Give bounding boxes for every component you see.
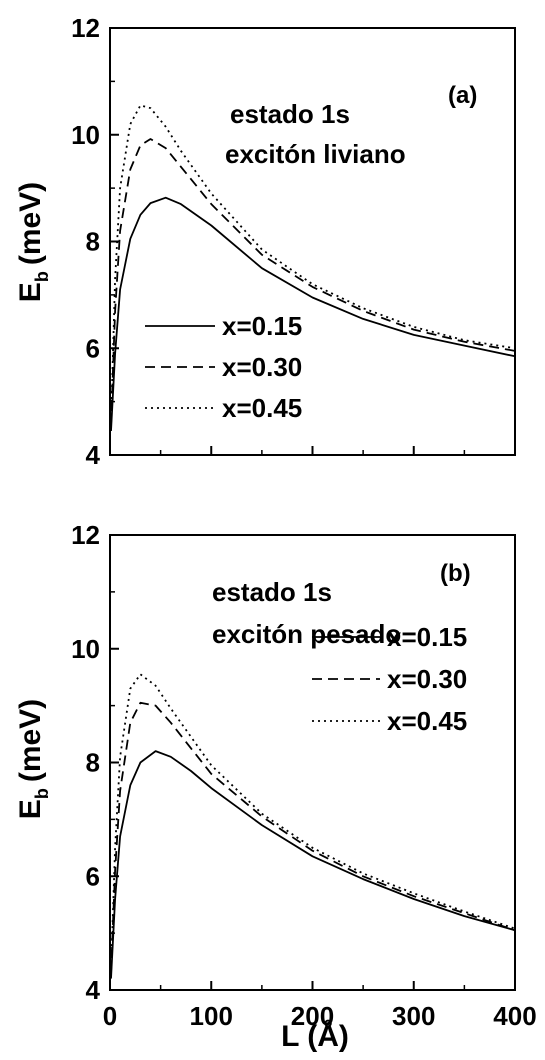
- legend-label-b-2: x=0.30: [387, 664, 467, 694]
- legend-label-a-1: x=0.15: [222, 311, 302, 341]
- panel-label-b: (b): [440, 560, 471, 587]
- y-axis-label-a: Eb (meV): [14, 182, 52, 302]
- y-axis-label-sub-a: b: [32, 271, 52, 282]
- x-tick-label-b: 300: [392, 1001, 435, 1031]
- x-tick-label-b: 0: [103, 1001, 117, 1031]
- x-tick-label-b: 100: [190, 1001, 233, 1031]
- annotation-line-2-a: excitón liviano: [225, 139, 406, 169]
- y-axis-label-unit-b: (meV): [14, 699, 47, 782]
- panel-b: (b) estado 1s excitón pesado Eb (meV) L (…: [14, 560, 471, 1053]
- legend-label-b-3: x=0.45: [387, 706, 467, 736]
- series-line-a-2: [110, 138, 516, 426]
- y-axis-label-main-a: E: [14, 282, 47, 302]
- series-line-a-3: [110, 104, 516, 424]
- y-tick-label-a: 4: [86, 440, 101, 470]
- panel-a: (a) estado 1s excitón liviano Eb (meV): [14, 82, 477, 302]
- y-axis-label-b: Eb (meV): [14, 699, 52, 819]
- y-tick-label-a: 12: [71, 13, 100, 43]
- x-tick-label-b: 200: [291, 1001, 334, 1031]
- y-tick-label-b: 10: [71, 634, 100, 664]
- y-tick-label-a: 10: [71, 120, 100, 150]
- x-tick-label-b: 400: [493, 1001, 536, 1031]
- y-axis-label-unit-a: (meV): [14, 182, 47, 265]
- y-tick-label-b: 6: [86, 861, 100, 891]
- annotation-line-2-b: excitón pesado: [212, 619, 401, 649]
- annotation-line-1-b: estado 1s: [212, 577, 332, 607]
- y-axis-label-main-b: E: [14, 799, 47, 819]
- legend-label-b-1: x=0.15: [387, 622, 467, 652]
- y-axis-label-sub-b: b: [32, 788, 52, 799]
- y-tick-label-b: 12: [71, 520, 100, 550]
- annotation-line-1-a: estado 1s: [230, 99, 350, 129]
- legend-label-a-2: x=0.30: [222, 352, 302, 382]
- series-line-a-1: [110, 196, 516, 432]
- series-line-b-2: [110, 701, 516, 973]
- x-axis-label: L (Å): [281, 1020, 349, 1053]
- y-tick-label-b: 8: [86, 748, 100, 778]
- series-line-b-1: [110, 750, 516, 979]
- y-tick-label-a: 6: [86, 333, 100, 363]
- y-tick-label-a: 8: [86, 227, 100, 257]
- y-tick-label-b: 4: [86, 975, 101, 1005]
- legend-label-a-3: x=0.45: [222, 393, 302, 423]
- panel-label-a: (a): [448, 82, 477, 109]
